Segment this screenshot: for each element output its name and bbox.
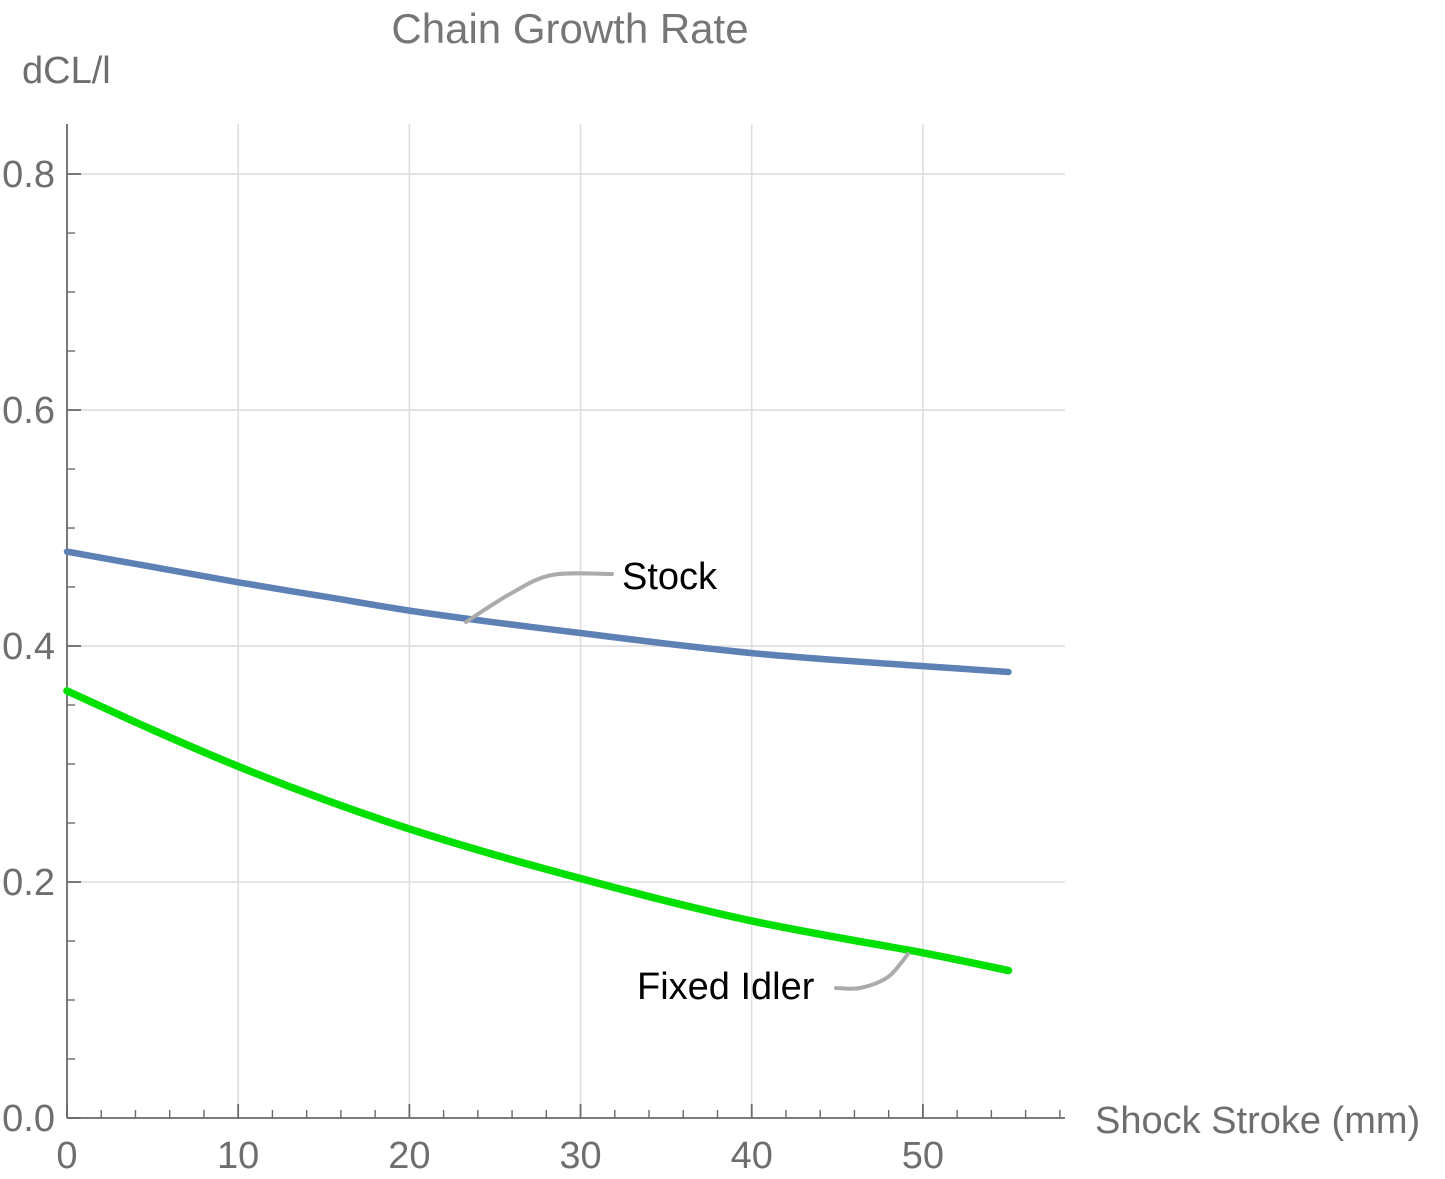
y-tick-label-0.6: 0.6: [2, 390, 55, 432]
series-curve-fixed-idler: [63, 687, 1013, 975]
callout-leader-1: [834, 952, 910, 991]
x-tick-label-50: 50: [902, 1135, 944, 1177]
x-tick-label-0: 0: [56, 1135, 77, 1177]
x-tick-label-30: 30: [559, 1135, 601, 1177]
x-tick-label-40: 40: [731, 1135, 773, 1177]
series-curve-stock: [63, 548, 1012, 676]
y-tick-label-0.2: 0.2: [2, 862, 55, 904]
y-tick-label-0: 0.0: [2, 1098, 55, 1140]
y-tick-label-0.4: 0.4: [2, 626, 55, 668]
callout-leader-0: [464, 571, 614, 624]
x-axis-label: Shock Stroke (mm): [1095, 1100, 1421, 1142]
series-callout-fixed-idler: Fixed Idler: [637, 966, 815, 1008]
series-callout-stock: Stock: [622, 556, 718, 598]
y-tick-label-0.8: 0.8: [2, 154, 55, 196]
x-tick-label-10: 10: [217, 1135, 259, 1177]
y-axis-label: dCL/l: [22, 50, 111, 92]
x-tick-label-20: 20: [388, 1135, 430, 1177]
chart-title: Chain Growth Rate: [391, 5, 749, 52]
